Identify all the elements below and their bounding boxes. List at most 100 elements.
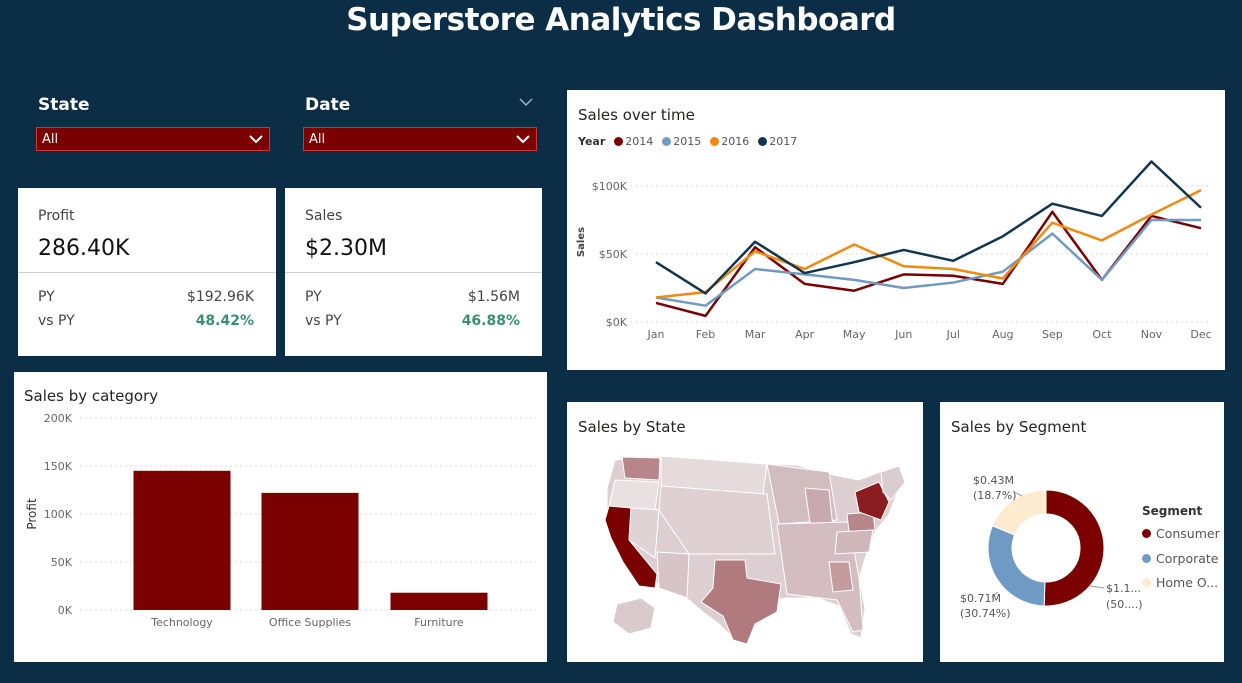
state-filter-dropdown[interactable]: All <box>36 127 270 151</box>
x-tick-label: May <box>843 328 866 341</box>
sales-by-segment-title: Sales by Segment <box>951 418 1087 436</box>
state-filter-value: All <box>42 132 59 147</box>
map-state-arizona <box>656 551 690 599</box>
data-label-value: $0.71M <box>960 592 1001 605</box>
series-line-2016 <box>655 188 1202 299</box>
bar-technology <box>133 470 231 610</box>
segment-legend-title: Segment <box>1142 504 1203 518</box>
map-state-mid-atlantic <box>834 529 874 555</box>
chevron-down-icon <box>249 135 263 144</box>
legend-label: 2014 <box>625 135 654 148</box>
us-filled-map[interactable] <box>567 402 923 662</box>
sales-kpi-label: Sales <box>305 208 343 224</box>
bar-furniture <box>390 592 488 610</box>
map-state-oregon <box>608 479 660 511</box>
x-tick-label: Feb <box>696 328 715 341</box>
legend-dot-icon <box>1142 578 1151 587</box>
sales-vs-label: vs PY <box>305 313 342 329</box>
profit-vs-value: 48.42% <box>195 313 254 329</box>
legend-item-2017[interactable]: 2017 <box>758 135 797 148</box>
x-tick-label: Nov <box>1141 328 1163 341</box>
map-state-new-england <box>880 465 906 501</box>
legend-item-2015[interactable]: 2015 <box>662 135 701 148</box>
legend-dot-icon <box>758 137 768 146</box>
data-label-percent: (50....) <box>1106 598 1143 611</box>
x-tick-label: Mar <box>745 328 766 341</box>
data-label-percent: (18.7%) <box>973 489 1017 502</box>
x-tick-label: Technology <box>150 616 213 629</box>
y-tick-label: $50K <box>599 248 628 261</box>
map-state-central <box>658 485 776 555</box>
date-filter-dropdown[interactable]: All <box>303 127 537 151</box>
collapse-chevron-icon[interactable] <box>519 98 533 107</box>
series-line-2014 <box>655 210 1202 318</box>
legend-dot-icon <box>662 137 672 146</box>
x-tick-label: Jun <box>894 328 912 341</box>
y-tick-label: $0K <box>606 316 628 329</box>
profit-kpi-card[interactable]: Profit 286.40K PY $192.96K vs PY 48.42% <box>18 188 276 356</box>
legend-label: 2017 <box>769 135 798 148</box>
y-tick-label: 100K <box>44 508 73 521</box>
legend-title: Year <box>578 135 606 148</box>
x-tick-label: Dec <box>1190 328 1211 341</box>
legend-label: 2015 <box>673 135 702 148</box>
sales-py-value: $1.56M <box>467 289 520 305</box>
sales-py-row: PY $1.56M <box>305 289 520 305</box>
map-state-texas <box>700 559 782 645</box>
sales-by-category-visual[interactable]: Sales by category 0K 50K 100K 150K 200K Profi… <box>14 372 547 662</box>
legend-dot-icon <box>1142 554 1151 563</box>
sales-by-state-visual[interactable]: Sales by State <box>567 402 923 662</box>
donut-slice-home-office <box>991 489 1047 536</box>
x-tick-label: Office Supplies <box>269 616 351 629</box>
kpi-divider <box>18 272 276 273</box>
y-tick-label: 200K <box>44 412 73 425</box>
donut-slice-consumer <box>1043 489 1105 607</box>
profit-kpi-label: Profit <box>38 208 75 224</box>
profit-py-row: PY $192.96K <box>38 289 254 305</box>
data-label-value: $0.43M <box>973 474 1014 487</box>
x-tick-label: Oct <box>1092 328 1112 341</box>
sales-by-category-title: Sales by category <box>24 387 159 405</box>
profit-py-label: PY <box>38 289 55 305</box>
x-tick-label: Apr <box>795 328 815 341</box>
data-label-leader <box>991 591 999 598</box>
legend-label: 2016 <box>721 135 750 148</box>
profit-vs-label: vs PY <box>38 313 75 329</box>
sales-line-chart: $0K $50K $100K Sales Jan Feb Mar Apr May Jun Jul Au… <box>576 160 1212 341</box>
x-tick-label: Jul <box>946 328 960 341</box>
series-line-2017 <box>655 160 1202 295</box>
sales-vs-value: 46.88% <box>461 313 520 329</box>
data-label-leader <box>1013 491 1023 497</box>
series-line-2015 <box>655 218 1201 307</box>
segment-donut-chart: $1.1... (50....) $0.71M (30.74%) $0.43M (18.7… <box>960 474 1143 620</box>
dashboard-title: Superstore Analytics Dashboard <box>346 2 896 38</box>
x-tick-label: Aug <box>992 328 1013 341</box>
legend-label: Consumer <box>1156 526 1220 541</box>
legend-item-consumer[interactable]: Consumer <box>1142 526 1220 541</box>
x-tick-label: Furniture <box>414 616 464 629</box>
sales-by-segment-visual[interactable]: Sales by Segment $1.1... (50....) $0.71M (3… <box>940 402 1224 662</box>
year-legend: Year 2014 2015 2016 2017 <box>578 135 801 148</box>
y-tick-label: 150K <box>44 460 73 473</box>
sales-over-time-title: Sales over time <box>578 106 695 124</box>
kpi-divider <box>285 272 542 273</box>
x-tick-label: Jan <box>647 328 665 341</box>
map-state-new-york <box>854 481 890 521</box>
sales-over-time-visual[interactable]: Sales over time Year 2014 2015 2016 2017… <box>567 90 1225 370</box>
legend-item-2014[interactable]: 2014 <box>614 135 653 148</box>
y-axis-label: Profit <box>25 498 39 530</box>
sales-kpi-card[interactable]: Sales $2.30M PY $1.56M vs PY 46.88% <box>285 188 542 356</box>
legend-item-2016[interactable]: 2016 <box>710 135 749 148</box>
sales-by-state-title: Sales by State <box>578 418 686 436</box>
legend-dot-icon <box>710 137 720 146</box>
legend-item-corporate[interactable]: Corporate <box>1142 551 1219 566</box>
sales-py-label: PY <box>305 289 322 305</box>
y-tick-label: 50K <box>51 556 73 569</box>
legend-item-home-office[interactable]: Home O... <box>1142 575 1218 590</box>
map-state-alaska <box>612 597 656 635</box>
state-filter-label: State <box>38 95 90 115</box>
legend-dot-icon <box>1142 529 1151 538</box>
data-label-leader <box>1089 585 1105 589</box>
category-bar-chart: 0K 50K 100K 150K 200K Profit Technology Office … <box>25 412 536 629</box>
legend-label: Home O... <box>1156 575 1219 590</box>
